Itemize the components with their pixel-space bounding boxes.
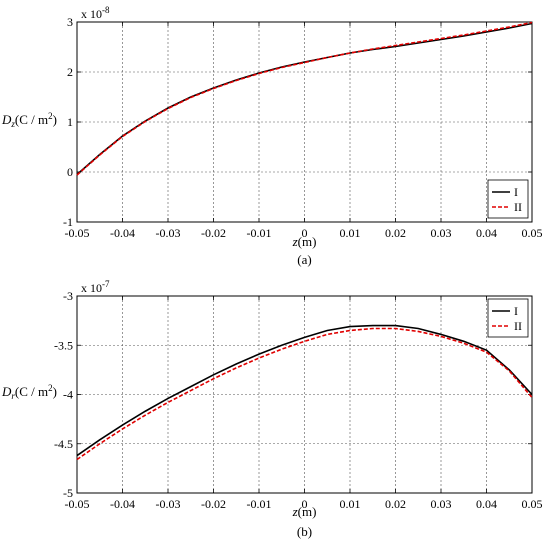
- legend-label: I: [514, 304, 518, 318]
- legend-label: II: [514, 319, 522, 333]
- y-tick-label: 1: [67, 115, 73, 129]
- exponent-label: x 10-8: [81, 5, 110, 21]
- x-axis-label: z(m): [292, 234, 317, 249]
- x-tick-label: -0.01: [247, 497, 272, 511]
- x-tick-label: -0.01: [247, 226, 272, 240]
- legend-label: II: [514, 200, 522, 214]
- x-tick-label: 0.05: [522, 226, 543, 240]
- x-tick-label: -0.02: [201, 497, 226, 511]
- series-line-I: [76, 22, 533, 176]
- x-tick-label: 0.03: [431, 497, 452, 511]
- x-tick-label: 0.05: [522, 497, 543, 511]
- x-tick-label: -0.03: [156, 497, 181, 511]
- y-tick-label: 2: [67, 65, 73, 79]
- x-tick-label: 0.02: [385, 497, 406, 511]
- x-tick-label: -0.04: [110, 497, 135, 511]
- series-line-II: [76, 327, 533, 461]
- y-axis-label: Dr(C / m2): [1, 383, 57, 401]
- y-tick-label: -4.5: [54, 437, 73, 451]
- x-tick-label: 0: [302, 226, 308, 240]
- legend-label: I: [514, 185, 518, 199]
- y-tick-label: -5: [63, 486, 73, 500]
- y-tick-label: 3: [67, 15, 73, 29]
- x-tick-label: -0.02: [201, 226, 226, 240]
- chart-panel-0: -0.05 -0.04 -0.03 -0.02 -0.01 0 0.01 0.02 0.03 0.…: [1, 5, 543, 267]
- legend-box: [487, 298, 529, 338]
- chart-panel-1: -0.05 -0.04 -0.03 -0.02 -0.01 0 0.01 0.02 0.03 0.…: [1, 279, 543, 539]
- x-tick-label: 0.01: [340, 226, 361, 240]
- y-tick-label: -3.5: [54, 338, 73, 352]
- x-tick-label: 0.03: [431, 226, 452, 240]
- x-tick-label: -0.03: [156, 226, 181, 240]
- x-tick-label: -0.05: [65, 226, 90, 240]
- x-tick-label: 0.04: [476, 226, 497, 240]
- legend: III: [487, 298, 529, 338]
- panel-caption: (b): [297, 524, 312, 539]
- x-tick-label: -0.04: [110, 226, 135, 240]
- y-tick-label: 0: [67, 165, 73, 179]
- legend-box: [487, 179, 529, 219]
- legend: III: [487, 179, 529, 219]
- panel-caption: (a): [297, 252, 311, 267]
- series-line-II: [76, 21, 533, 176]
- y-tick-label: -3: [63, 289, 73, 303]
- x-tick-label: 0: [302, 497, 308, 511]
- x-axis-label: z(m): [292, 504, 317, 519]
- x-tick-label: -0.05: [65, 497, 90, 511]
- exponent-label: x 10-7: [81, 279, 110, 295]
- y-axis-label: Dz(C / m2): [1, 111, 57, 129]
- y-tick-label: -4: [63, 388, 73, 402]
- series-line-I: [76, 324, 533, 457]
- x-tick-label: 0.04: [476, 497, 497, 511]
- y-tick-label: -1: [63, 215, 73, 229]
- x-tick-label: 0.02: [385, 226, 406, 240]
- x-tick-label: 0.01: [340, 497, 361, 511]
- plot-frame: [76, 21, 533, 223]
